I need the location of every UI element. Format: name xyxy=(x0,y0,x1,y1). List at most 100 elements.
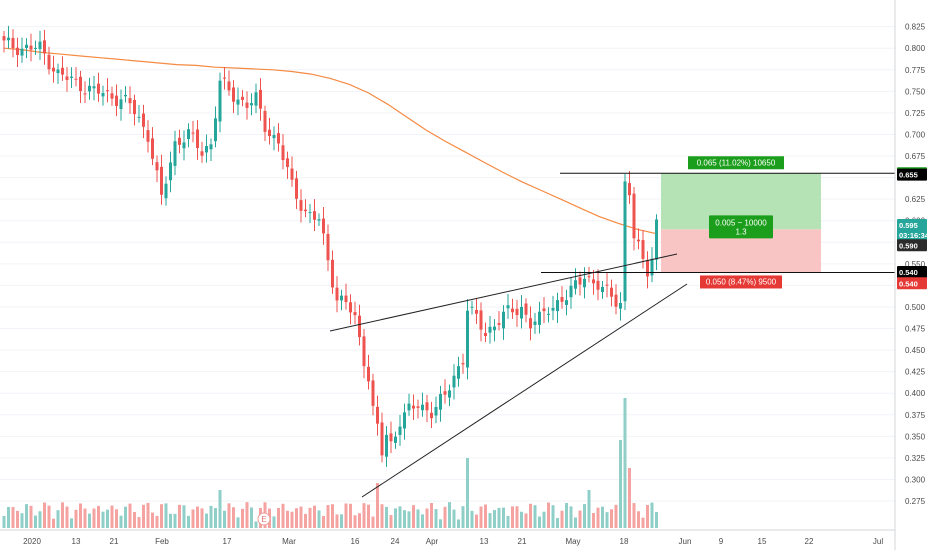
time-tick-label: 13 xyxy=(72,537,81,546)
volume-bar xyxy=(358,513,361,528)
volume-bar xyxy=(601,506,604,528)
candle-body xyxy=(524,303,528,315)
time-tick-label: 16 xyxy=(351,537,360,546)
upper-trendline xyxy=(329,253,678,332)
volume-bar xyxy=(20,513,24,528)
volume-bar xyxy=(295,508,298,528)
price-tick-label: 0.675 xyxy=(905,152,926,161)
volume-bar xyxy=(331,504,334,528)
candle-body xyxy=(74,78,78,80)
candle-body xyxy=(38,41,42,50)
candle-body xyxy=(578,277,582,285)
candle-body xyxy=(286,158,289,167)
candle-body xyxy=(506,305,510,309)
time-tick-label: 21 xyxy=(518,537,527,546)
candle-body xyxy=(556,300,559,312)
candle-body xyxy=(34,47,37,49)
candle-body xyxy=(241,96,244,100)
price-tag-label: 0.590 xyxy=(899,241,918,250)
volume-bar xyxy=(551,505,555,528)
candle-body xyxy=(637,239,640,242)
volume-bar xyxy=(623,398,627,528)
volume-bar xyxy=(349,503,352,528)
candle-body xyxy=(263,110,267,132)
price-tick-label: 0.500 xyxy=(905,303,926,312)
candle-body xyxy=(344,295,348,303)
time-tick-label: 2020 xyxy=(23,537,41,546)
volume-bar xyxy=(403,510,406,528)
volume-bar xyxy=(281,503,285,528)
candle-body xyxy=(290,168,294,180)
candle-body xyxy=(457,366,460,379)
price-tag-label: 0.655 xyxy=(899,171,918,180)
volume-bar xyxy=(578,510,582,528)
volume-bar xyxy=(74,509,78,528)
volume-bar xyxy=(632,503,636,528)
volume-bar xyxy=(533,505,537,528)
candle-body xyxy=(20,48,24,56)
moving-average-line xyxy=(3,47,657,235)
volume-bar xyxy=(101,511,105,528)
volume-bar xyxy=(362,503,366,528)
price-tick-label: 0.725 xyxy=(905,109,926,118)
price-tag xyxy=(897,228,927,241)
price-tag xyxy=(897,266,927,279)
lower-trendline xyxy=(361,283,688,498)
volume-bar xyxy=(353,515,357,528)
volume-bar xyxy=(317,510,321,528)
candle-body xyxy=(43,40,46,54)
price-tick-label: 0.750 xyxy=(905,87,926,96)
volume-bar xyxy=(236,517,240,528)
volume-bar xyxy=(416,509,420,528)
volume-bar xyxy=(29,505,33,528)
candle-body xyxy=(389,433,393,442)
candle-body xyxy=(340,295,343,301)
candle-body xyxy=(137,116,141,118)
candle-body xyxy=(439,393,442,410)
candle-body xyxy=(250,103,253,106)
candle-body xyxy=(281,145,285,161)
candle-body xyxy=(272,135,276,139)
price-tick-label: 0.400 xyxy=(905,389,926,398)
volume-bar xyxy=(389,515,393,528)
candle-body xyxy=(164,183,168,199)
volume-bar xyxy=(641,517,645,528)
price-tag xyxy=(897,277,927,290)
volume-bar xyxy=(538,516,541,528)
candle-body xyxy=(623,181,627,302)
stop-label: 0.050 (8.47%) 9500 xyxy=(706,277,777,286)
candle-body xyxy=(610,287,613,297)
volume-bar xyxy=(646,505,649,528)
candle-body xyxy=(493,326,496,331)
volume-bar xyxy=(614,504,618,528)
price-axis[interactable]: 0.8250.8000.7750.7500.7250.7000.6750.650… xyxy=(894,0,932,550)
candle-body xyxy=(520,306,523,319)
candle-body xyxy=(569,285,573,298)
candle-body xyxy=(551,307,555,311)
target-label-box xyxy=(688,156,784,170)
volume-bar xyxy=(227,503,231,528)
candle-body xyxy=(628,183,631,196)
candle-body xyxy=(187,129,190,139)
volume-bar xyxy=(47,505,51,528)
drawing-lines[interactable]: E xyxy=(257,172,895,526)
moving-average xyxy=(3,47,657,235)
candle-body xyxy=(146,130,150,142)
candle-body xyxy=(97,83,100,94)
volume-bar xyxy=(475,514,478,528)
candle-body xyxy=(196,129,199,148)
volume-bar xyxy=(452,509,456,528)
candle-body xyxy=(299,200,303,211)
volume-bar xyxy=(484,504,487,528)
candle-body xyxy=(245,102,249,108)
long-position-tool[interactable]: 0.065 (11.02%) 10650 0.050 (8.47%) 9500 0.… xyxy=(661,156,821,289)
price-tick-label: 0.825 xyxy=(905,23,926,32)
volume-bar xyxy=(511,506,514,528)
candle-body xyxy=(614,294,618,307)
volume-bar xyxy=(574,517,577,528)
volume-bar xyxy=(92,508,96,528)
candle-body xyxy=(358,315,361,338)
price-tick-label: 0.325 xyxy=(905,454,926,463)
time-axis[interactable]: 2020 13 21 Feb 17 Mar 16 24 Apr 13 21 May 18 Jun 9 15 22… xyxy=(0,529,895,546)
